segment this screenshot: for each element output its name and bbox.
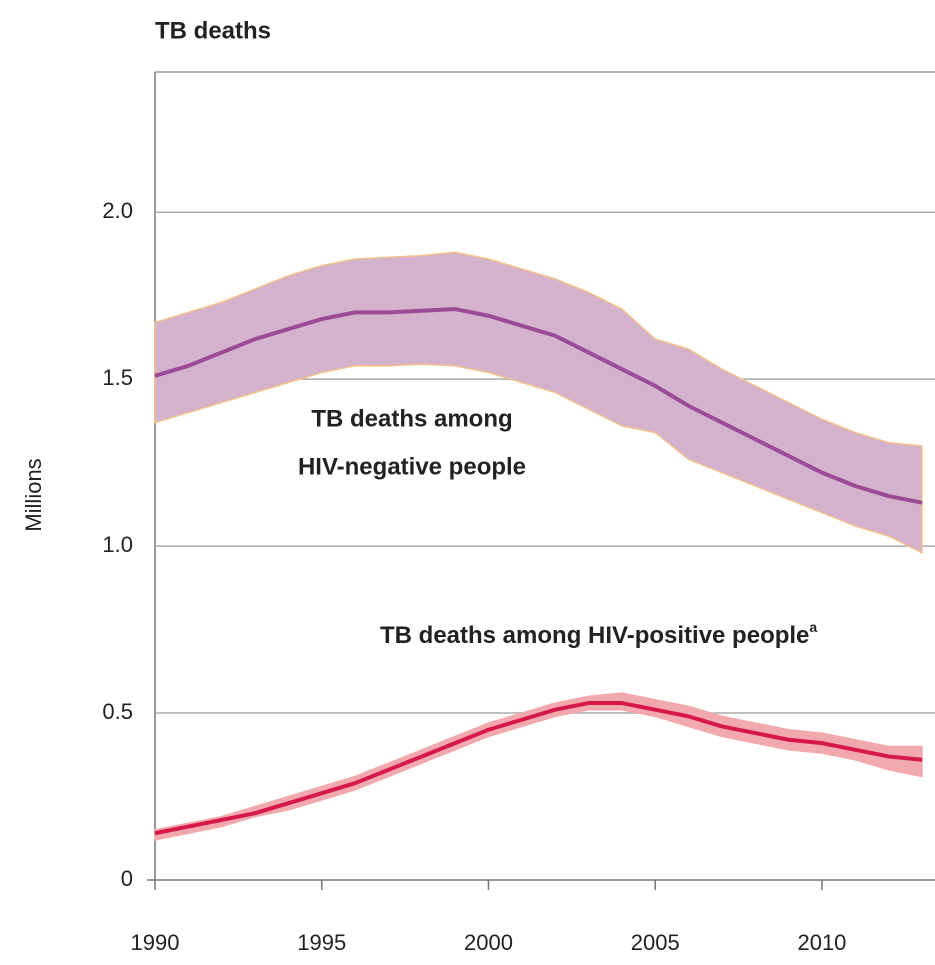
annotation: TB deaths among HIV-positive peoplea <box>380 619 817 650</box>
x-tick-label: 1995 <box>297 930 346 955</box>
y-tick-label: 1.0 <box>102 532 133 557</box>
chart-title: TB deaths <box>155 17 271 44</box>
y-tick-label: 1.5 <box>102 365 133 390</box>
uncertainty-band <box>154 251 923 555</box>
series-line <box>154 701 923 836</box>
y-tick-label: 0.5 <box>102 699 133 724</box>
x-tick-label: 2010 <box>797 930 846 955</box>
annotation-line: HIV-negative people <box>298 453 526 480</box>
y-axis-label: Millions <box>21 458 46 531</box>
x-tick-label: 2005 <box>631 930 680 955</box>
annotation-superscript: a <box>809 619 817 635</box>
x-tick-label: 2000 <box>464 930 513 955</box>
annotation-text: TB deaths among HIV-positive people <box>380 622 809 649</box>
y-tick-label: 0 <box>121 866 133 891</box>
x-tick-label: 1990 <box>131 930 180 955</box>
series-line <box>154 307 923 505</box>
annotation-line: TB deaths among <box>311 405 512 432</box>
y-tick-label: 2.0 <box>102 198 133 223</box>
